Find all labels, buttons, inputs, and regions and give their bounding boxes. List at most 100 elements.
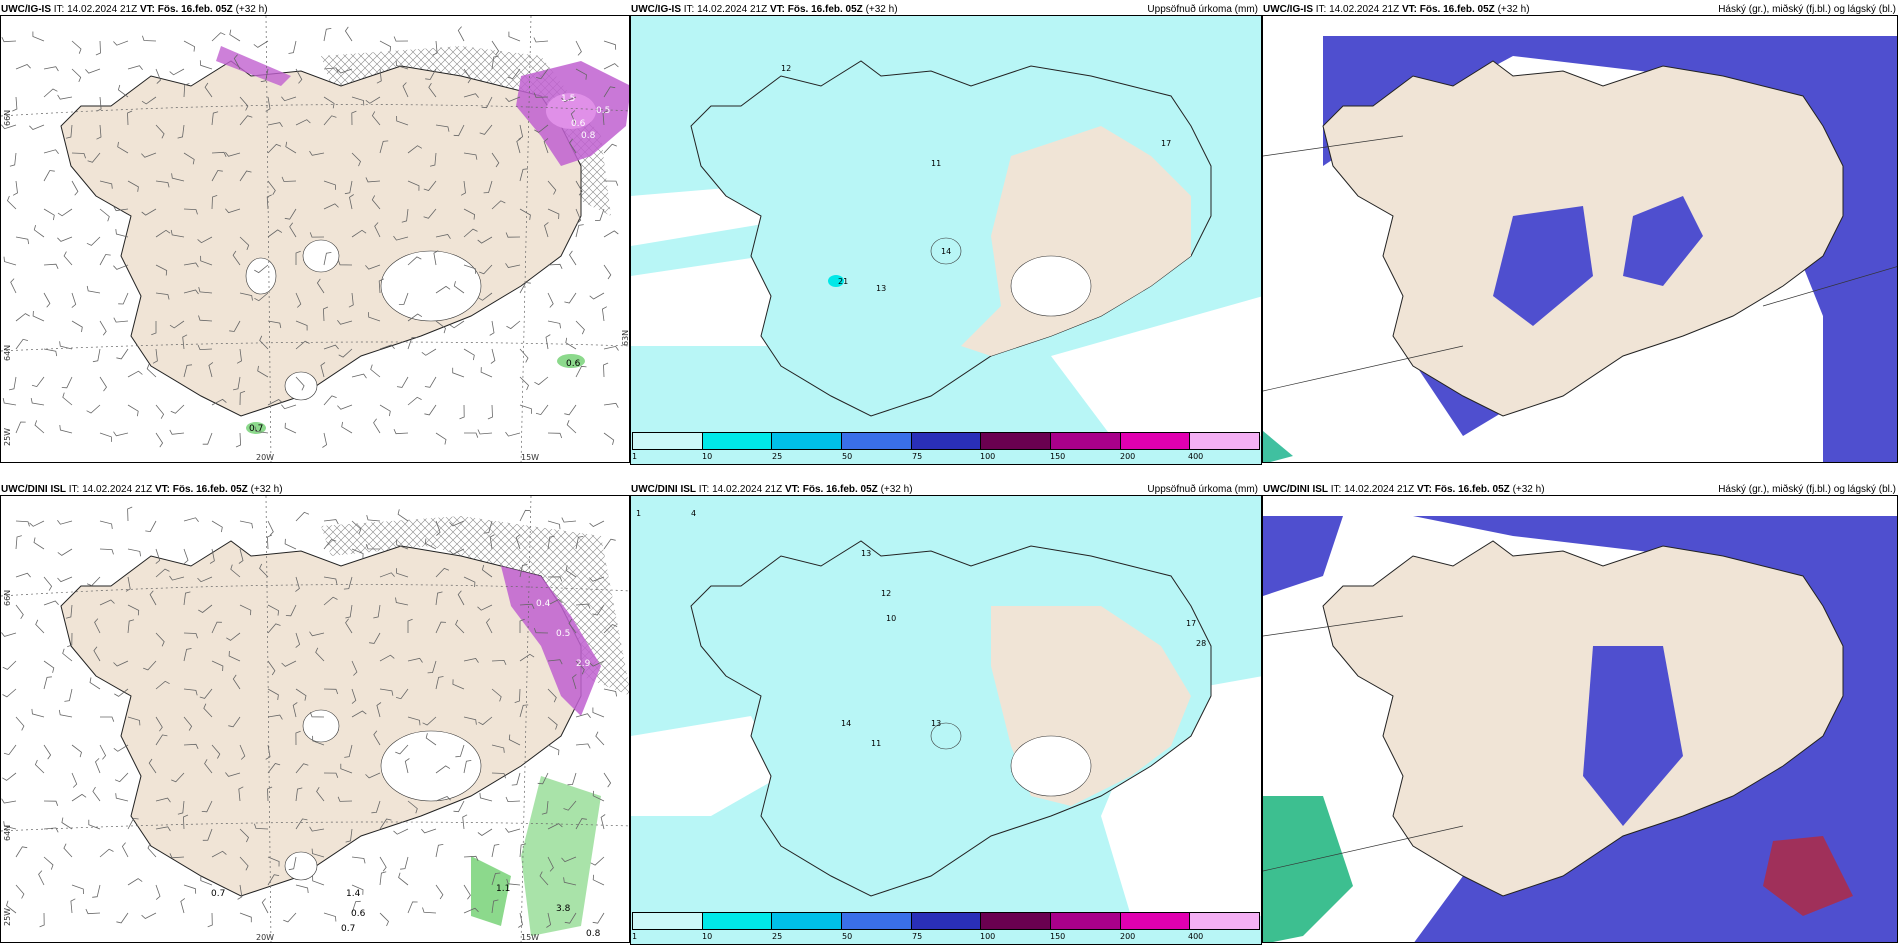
wind-barb bbox=[452, 679, 465, 690]
wind-barb bbox=[57, 548, 73, 556]
lon-label: 20W bbox=[256, 933, 275, 942]
wind-barb bbox=[211, 398, 227, 406]
wind-barb bbox=[344, 180, 353, 195]
wind-barb bbox=[322, 306, 329, 322]
wind-barb bbox=[99, 254, 111, 266]
wind-barb bbox=[198, 286, 213, 294]
wind-barb bbox=[312, 735, 325, 746]
wind-barb bbox=[423, 180, 437, 191]
wind-barb bbox=[202, 828, 213, 841]
wind-barb bbox=[400, 856, 409, 870]
wind-barb bbox=[537, 772, 549, 785]
wind-barb bbox=[197, 236, 213, 244]
lat-label: 25W bbox=[3, 907, 12, 926]
wind-barb bbox=[366, 514, 381, 522]
wind-barb bbox=[603, 772, 612, 788]
wind-barb bbox=[261, 898, 269, 914]
wind-barb bbox=[118, 292, 129, 305]
wind-barb bbox=[239, 115, 253, 126]
wind-barb bbox=[95, 40, 101, 56]
legend-tick: 100 bbox=[980, 932, 996, 941]
wind-barb bbox=[463, 68, 472, 84]
legend-swatch bbox=[1120, 433, 1191, 449]
wind-barb bbox=[323, 28, 332, 42]
wind-barb bbox=[373, 604, 381, 619]
wind-barb bbox=[295, 511, 310, 522]
wind-barb bbox=[170, 229, 185, 238]
wind-barb bbox=[92, 786, 101, 802]
wind-barb bbox=[292, 702, 298, 718]
wind-barb bbox=[351, 660, 358, 676]
legend-tick: 50 bbox=[842, 932, 853, 941]
wind-barb bbox=[594, 208, 605, 221]
wind-barb bbox=[93, 646, 101, 662]
wind-barb bbox=[147, 843, 157, 858]
panel-title: UWC/DINI ISL IT: 14.02.2024 21Z VT: Fös.… bbox=[631, 484, 913, 495]
wind-barb bbox=[505, 96, 521, 102]
map-frame: 17 21 14 13 11 12 bbox=[630, 15, 1262, 465]
wind-barb bbox=[152, 348, 158, 364]
wind-barb bbox=[71, 180, 79, 196]
wind-barb bbox=[427, 660, 437, 674]
wind-barb bbox=[155, 229, 171, 238]
wind-barb bbox=[511, 772, 521, 786]
wind-barb bbox=[401, 208, 409, 223]
wind-barb bbox=[463, 907, 479, 914]
wind-barb bbox=[603, 63, 619, 70]
wind-barb bbox=[236, 348, 242, 364]
legend-swatch bbox=[981, 433, 1052, 449]
wind-barb bbox=[393, 36, 409, 42]
wind-barb bbox=[183, 152, 195, 165]
wind-barb bbox=[43, 348, 58, 357]
legend-swatch bbox=[911, 433, 982, 449]
wind-barb bbox=[169, 853, 185, 859]
wind-barb bbox=[10, 278, 17, 294]
wind-barb bbox=[295, 250, 301, 265]
wind-barb bbox=[266, 194, 272, 210]
legend-tick: 150 bbox=[1050, 452, 1066, 461]
wind-barb bbox=[88, 819, 101, 830]
wind-barb bbox=[519, 282, 531, 294]
wind-barb bbox=[376, 702, 382, 718]
legend-swatch bbox=[702, 913, 773, 929]
wind-barb bbox=[254, 292, 269, 302]
wind-barb bbox=[323, 344, 339, 350]
wind-barb bbox=[2, 660, 17, 670]
wind-barb bbox=[547, 716, 558, 730]
wind-barb bbox=[239, 744, 246, 760]
wind-barb bbox=[209, 548, 215, 564]
wind-barb bbox=[204, 82, 213, 98]
wind-barb bbox=[61, 376, 73, 389]
wind-barb bbox=[99, 744, 107, 760]
wind-barb bbox=[145, 520, 157, 533]
wind-barb bbox=[407, 657, 423, 663]
wind-barb bbox=[489, 320, 495, 336]
wind-barb bbox=[170, 404, 185, 414]
wind-barb bbox=[575, 536, 584, 550]
wind-barb bbox=[506, 878, 521, 886]
wind-barb bbox=[183, 262, 199, 268]
wind-barb bbox=[547, 659, 563, 665]
wind-barb bbox=[266, 534, 273, 550]
wind-barb bbox=[592, 604, 605, 616]
panel-precip-igis: UWC/IG-IS IT: 14.02.2024 21Z VT: Fös. 16… bbox=[630, 0, 1262, 470]
wind-barb bbox=[33, 224, 45, 238]
legend-tick: 200 bbox=[1120, 932, 1136, 941]
panel-variable: Háský (gr.), miðský (fj.bl.) og lágský (… bbox=[1718, 484, 1896, 495]
wind-barb bbox=[603, 402, 619, 408]
wind-barb bbox=[113, 206, 129, 212]
wind-barb bbox=[267, 320, 282, 329]
wind-barb bbox=[378, 278, 384, 294]
wind-barb bbox=[86, 285, 101, 294]
wind-barb bbox=[232, 250, 241, 266]
map-frame: 1.5 0.5 0.6 0.8 0.6 0.7 66N 64N 25W 63N … bbox=[0, 15, 630, 463]
legend-swatch bbox=[842, 913, 912, 929]
wind-barb bbox=[547, 599, 563, 606]
wind-barb bbox=[323, 67, 339, 73]
wind-barb bbox=[453, 281, 465, 294]
wind-barb bbox=[1, 798, 17, 804]
wind-barb bbox=[491, 688, 502, 702]
wind-barb bbox=[113, 264, 129, 270]
wind-barb bbox=[457, 26, 465, 42]
wind-barb bbox=[116, 912, 129, 924]
